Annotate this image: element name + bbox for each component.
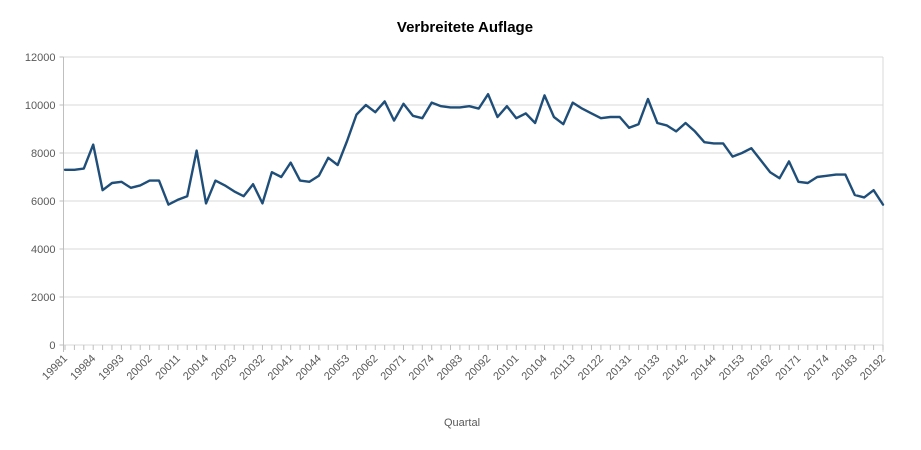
x-tick-label-20071: 20071 [378,353,408,383]
x-tick-label-20131: 20131 [604,353,634,383]
x-tick-label-19993: 19993 [96,353,126,383]
x-tick-label-20133: 20133 [632,353,662,383]
series-line-verbreitete-auflage [63,93,885,206]
y-axis-tick-labels: 0 2000 4000 6000 8000 10000 12000 [25,52,56,352]
x-tick-label-20122: 20122 [576,353,606,383]
x-axis-tick-labels: 1998119984199932000220011200142002320032… [40,353,888,383]
y-tick-label-12000: 12000 [25,52,56,64]
x-axis-title: Quartal [444,417,480,429]
y-tick-label-10000: 10000 [25,100,56,112]
y-tick-label-6000: 6000 [31,196,55,208]
x-tick-label-20192: 20192 [858,353,888,383]
x-tick-label-19981: 19981 [40,353,70,383]
y-tick-label-8000: 8000 [31,148,55,160]
axes [59,56,884,352]
x-tick-label-20083: 20083 [435,353,465,383]
x-tick-label-20032: 20032 [237,353,267,383]
x-tick-label-20023: 20023 [209,353,239,383]
x-tick-label-20142: 20142 [661,353,691,383]
x-tick-label-20011: 20011 [153,353,183,383]
x-tick-label-20074: 20074 [407,353,437,383]
x-tick-label-20092: 20092 [463,353,493,383]
x-tick-label-20113: 20113 [548,353,578,383]
x-tick-label-20153: 20153 [717,353,747,383]
x-tick-label-20183: 20183 [830,353,860,383]
x-tick-label-20044: 20044 [294,353,324,383]
y-tick-label-4000: 4000 [31,244,55,256]
y-tick-label-2000: 2000 [31,292,55,304]
y-tick-label-0: 0 [49,340,55,352]
x-tick-label-20144: 20144 [689,353,719,383]
x-tick-label-20053: 20053 [322,353,352,383]
chart-title: Verbreitete Auflage [397,19,533,36]
x-tick-label-20171: 20171 [773,353,803,383]
x-tick-label-20041: 20041 [266,353,296,383]
x-tick-label-20174: 20174 [802,353,832,383]
x-tick-label-19984: 19984 [68,353,98,383]
x-tick-label-20062: 20062 [350,353,380,383]
x-tick-label-20014: 20014 [181,353,211,383]
x-tick-label-20162: 20162 [745,353,775,383]
x-tick-label-20101: 20101 [491,353,521,383]
gridlines [63,56,883,346]
x-tick-label-20104: 20104 [520,353,550,383]
x-tick-label-20002: 20002 [125,353,155,383]
x-axis-ticks [64,345,884,350]
